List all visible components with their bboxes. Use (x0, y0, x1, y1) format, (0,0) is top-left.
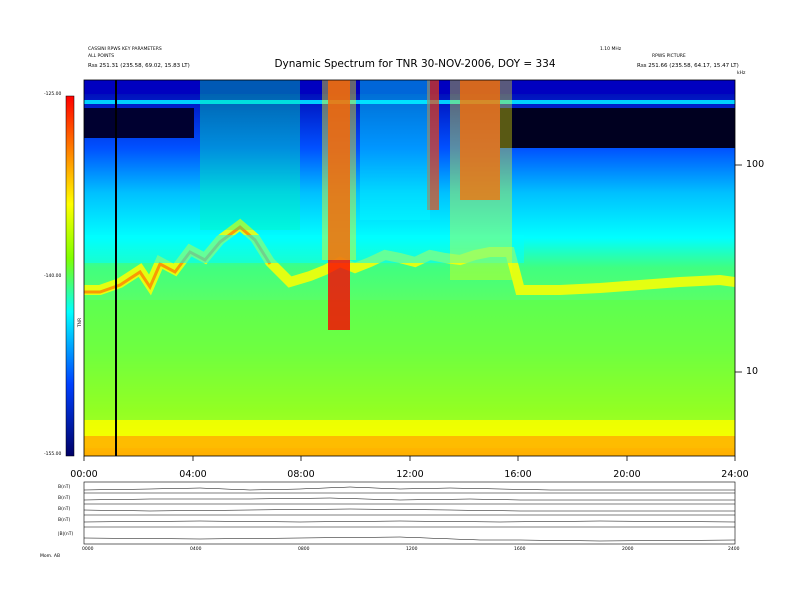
colorbar-tick-mid: -140.00 (44, 274, 62, 279)
footer-label: Mom. AB (40, 554, 61, 559)
x-tick-0800: 08:00 (287, 469, 315, 480)
x-tick-2000: 20:00 (613, 469, 641, 480)
bottom-panel-frame (83, 481, 736, 545)
panel-label-1: B(nT) (58, 485, 71, 490)
dark-band-3 (500, 108, 735, 148)
burst-1 (328, 80, 350, 330)
x-tick-1600: 16:00 (504, 469, 532, 480)
spectrogram (84, 80, 735, 456)
bottom-panels (83, 481, 736, 545)
panel-trace-1 (83, 486, 735, 491)
panel-trace-3 (83, 508, 735, 512)
burst-1-halo (322, 80, 356, 260)
y-tick-10: 10 (746, 366, 759, 377)
panel-trace-5 (83, 536, 736, 542)
panel-label-3: B(nT) (58, 507, 71, 512)
dark-band-4 (84, 108, 194, 138)
x-tick-0000: 00:00 (70, 469, 98, 480)
chart-title: Dynamic Spectrum for TNR 30-NOV-2006, DO… (274, 58, 556, 70)
header-right-line3: Rss 251.66 (235.58, 64.17, 15.47 LT) (637, 63, 739, 69)
bottom-tick-5: 2000 (622, 547, 634, 552)
header-right-line2: RPWS PICTURE (652, 54, 686, 59)
header-right-line1: 1.10 MHz (600, 47, 622, 52)
colorbar-tick-top: -125.00 (44, 92, 62, 97)
burst-fringe-2 (360, 80, 430, 220)
x-tick-2400: 24:00 (721, 469, 749, 480)
burst-2 (427, 80, 439, 210)
plot-frame (83, 79, 736, 457)
x-tick-0400: 04:00 (179, 469, 207, 480)
bottom-tick-4: 1600 (514, 547, 526, 552)
panel-label-5: |B|(nT) (58, 532, 74, 537)
emission-ridge-core (84, 225, 272, 294)
dark-band-2 (84, 100, 735, 104)
colorbar (65, 95, 75, 457)
emission-ridge (84, 218, 735, 296)
bottom-tick-1: 0400 (190, 547, 202, 552)
header-left-line1: CASSINI RPWS KEY PARAMETERS (88, 47, 162, 52)
panel-label-4: B(nT) (58, 518, 71, 523)
panel-label-2: B(nT) (58, 496, 71, 501)
green-region (84, 300, 735, 420)
orange-floor (84, 436, 735, 456)
freq-unit-label: kHz (737, 71, 746, 76)
colorbar-tick-bottom: -155.00 (44, 452, 62, 457)
header-left-line3: Rss 251.31 (235.58, 69.02, 15.83 LT) (88, 63, 190, 69)
burst-3-halo (450, 80, 512, 280)
panel-trace-2 (83, 497, 735, 501)
bottom-tick-0: 0000 (82, 547, 94, 552)
cyan-band (84, 235, 524, 263)
x-tick-1200: 12:00 (396, 469, 424, 480)
dark-band-top (84, 80, 735, 94)
bottom-tick-6: 2400 (728, 547, 740, 552)
header-left-line2: ALL POINTS (88, 54, 115, 59)
burst-fringe-1 (200, 80, 300, 230)
bottom-tick-2: 0800 (298, 547, 310, 552)
burst-3 (460, 80, 500, 200)
x-tick-marks (83, 456, 736, 461)
y-tick-100: 100 (746, 159, 765, 170)
bottom-tick-3: 1200 (406, 547, 418, 552)
panel-trace-4 (83, 520, 736, 523)
